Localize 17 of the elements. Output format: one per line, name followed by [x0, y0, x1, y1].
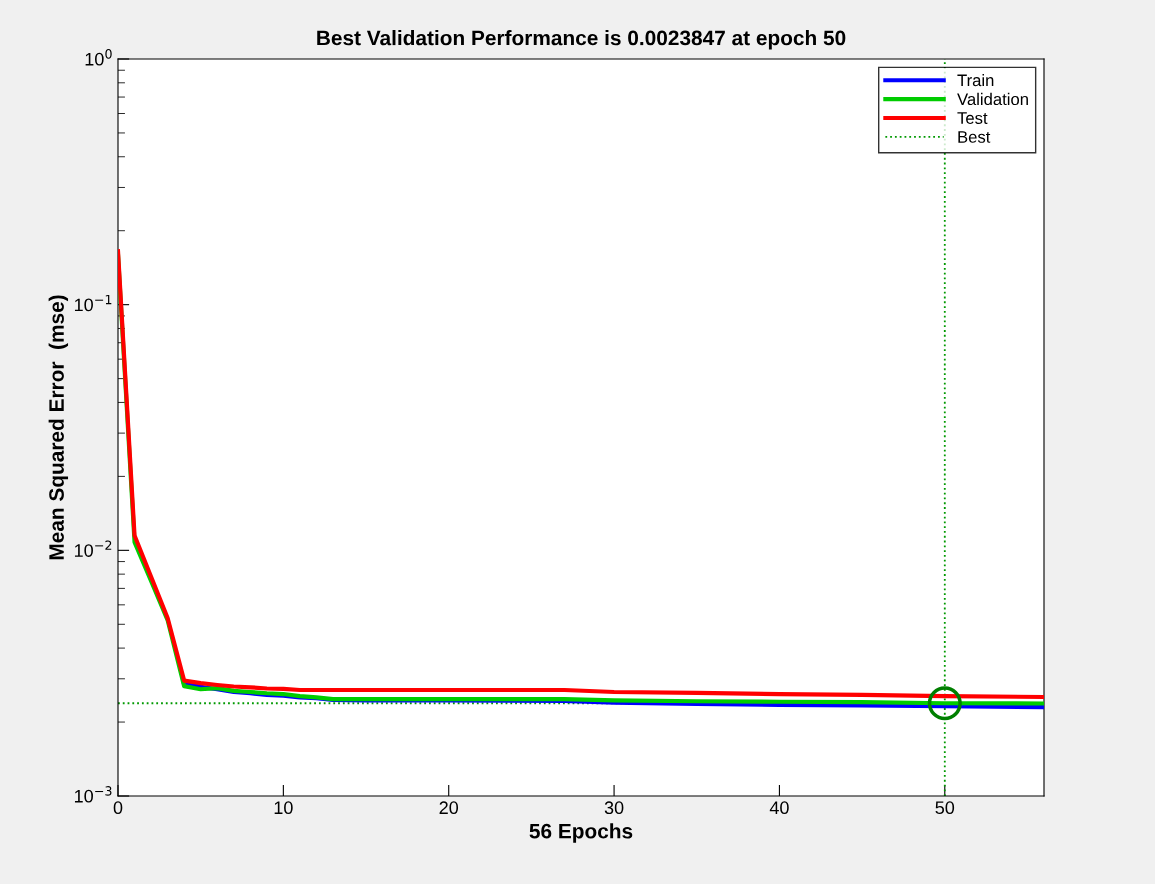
legend-label: Train — [957, 74, 994, 87]
y-tick-label: 10$^{−2}$ — [74, 540, 112, 557]
chart-title: Best Validation Performance is 0.0023847 at epoch 50 — [317, 30, 846, 50]
x-tick-label: 0 — [113, 801, 123, 815]
x-axis-title: 56 Epochs — [529, 823, 633, 843]
x-tick-label: 50 — [935, 801, 955, 815]
x-tick-label: 40 — [769, 801, 789, 815]
y-tick-label: 10$^{−1}$ — [74, 294, 112, 312]
legend-label: Validation — [957, 92, 1028, 106]
x-tick-label: 30 — [604, 801, 624, 815]
y-tick-label: 10$^{−3}$ — [74, 786, 112, 803]
legend-label: Test — [957, 112, 988, 124]
y-tick-label: 10$^{0}$ — [85, 49, 112, 66]
x-tick-label: 10 — [274, 801, 293, 815]
y-axis-title: Mean Squared Error (mse) — [48, 295, 69, 560]
x-tick-label: 20 — [439, 801, 459, 815]
ref-line-label: Best — [958, 131, 991, 143]
